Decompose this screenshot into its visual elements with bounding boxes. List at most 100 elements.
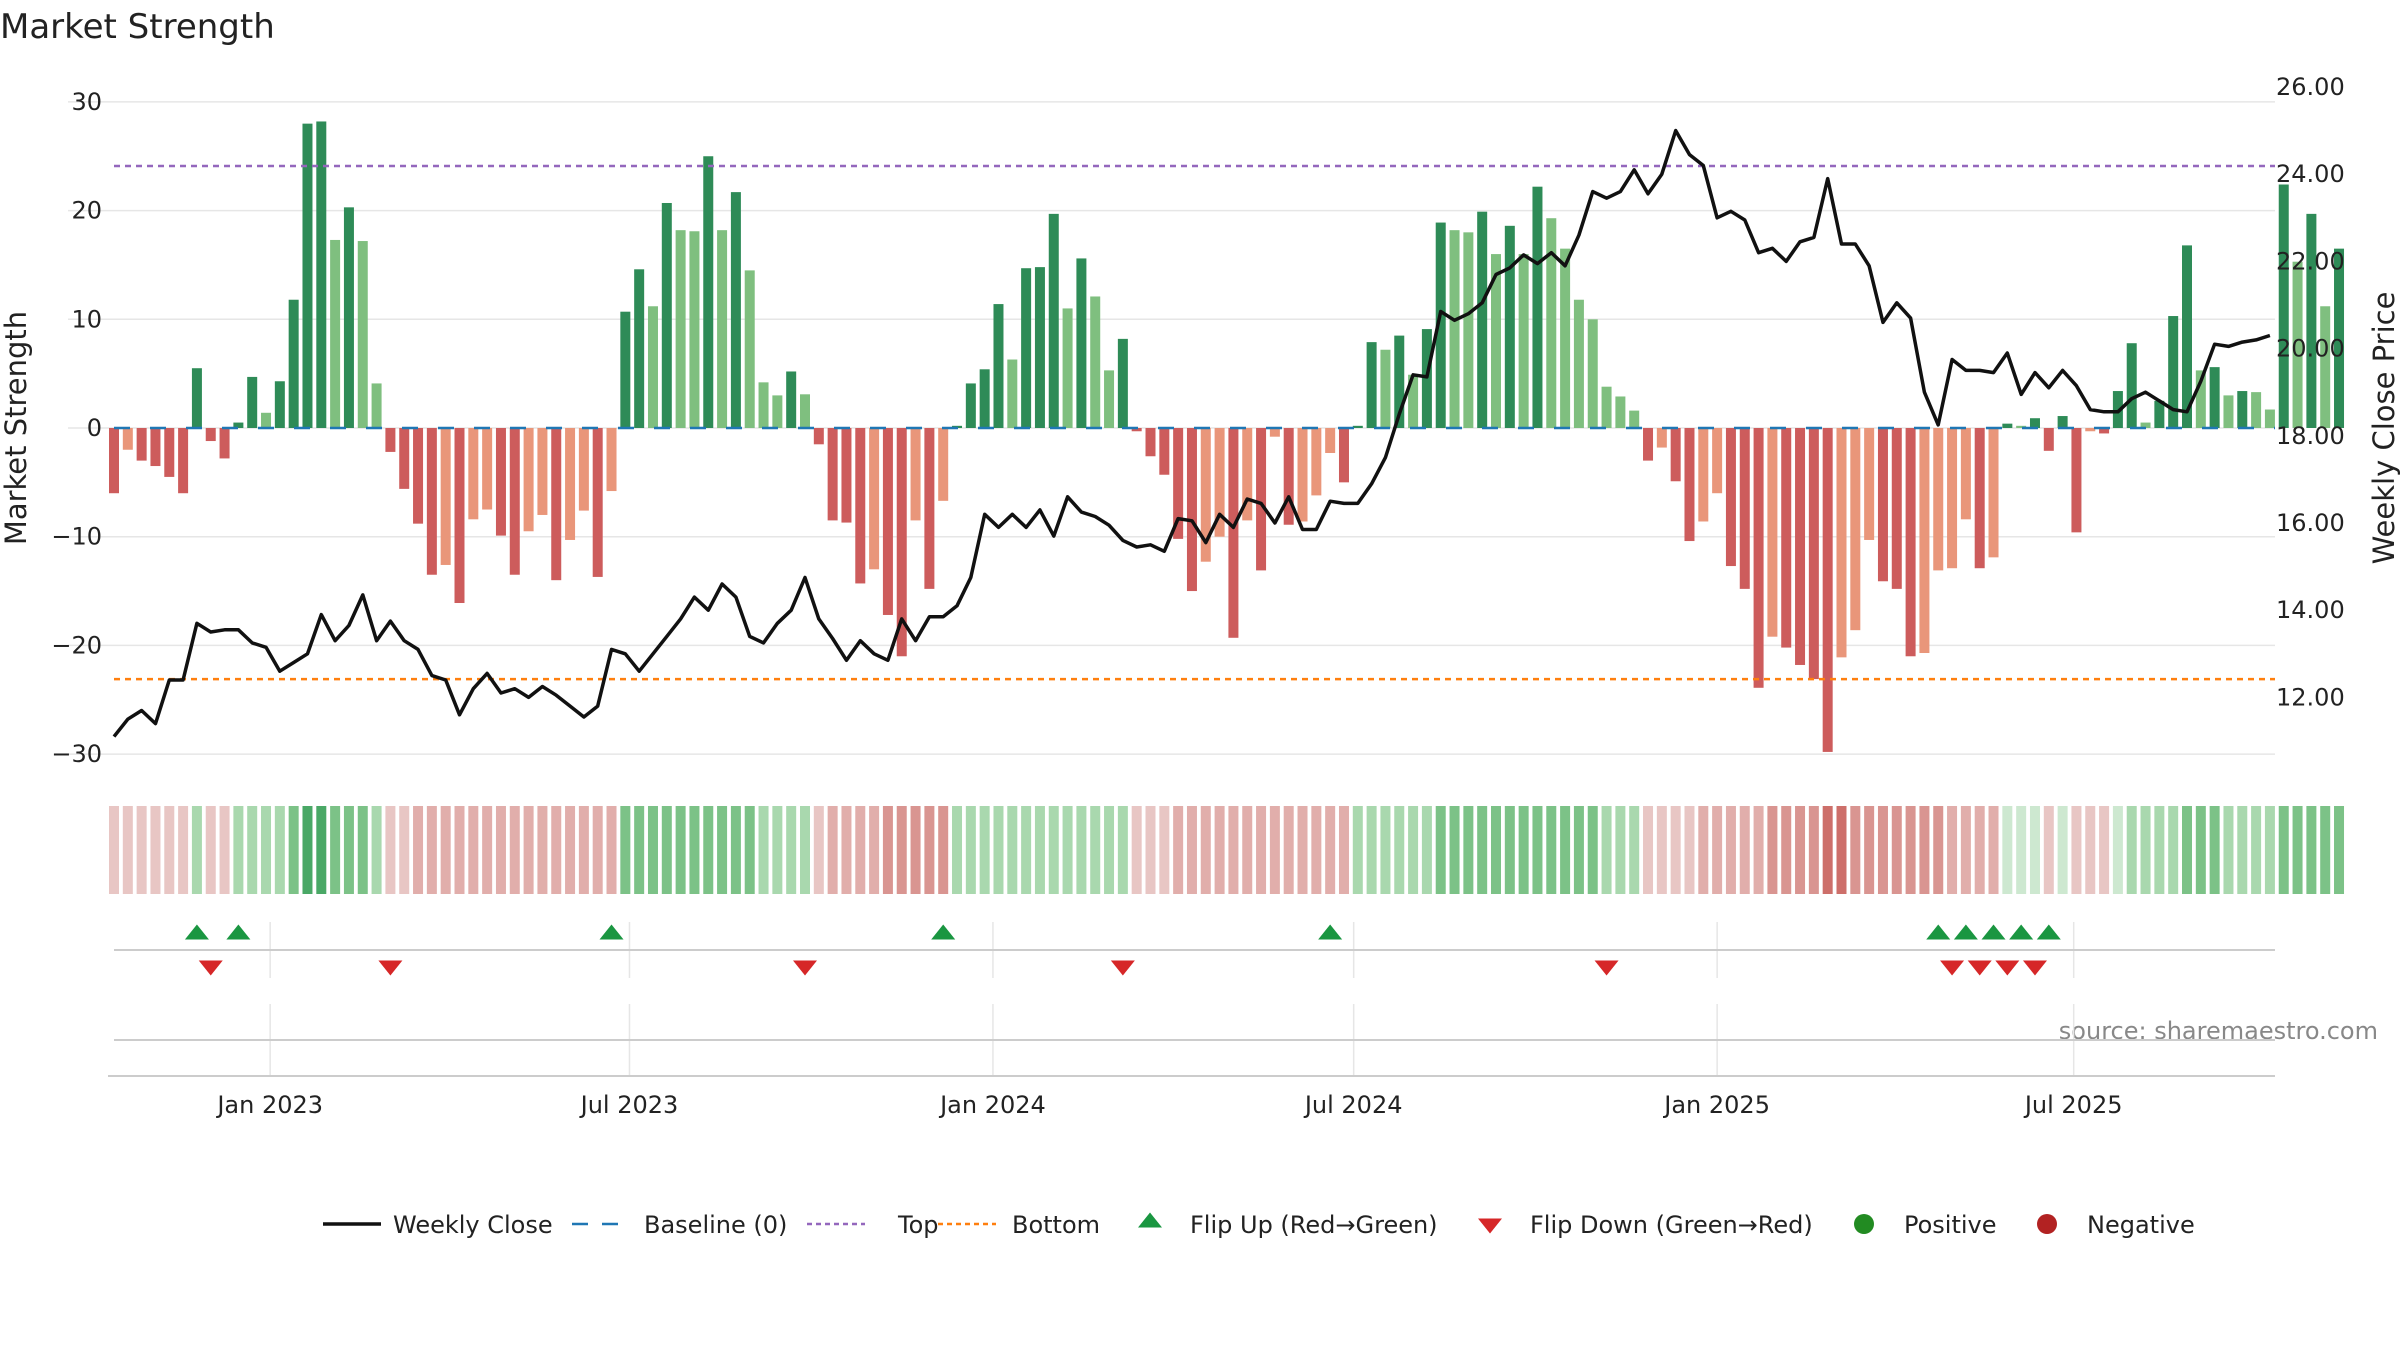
regime-cell bbox=[772, 806, 783, 894]
strength-bar bbox=[1159, 428, 1170, 475]
regime-cell bbox=[191, 806, 202, 894]
regime-cell bbox=[1366, 806, 1377, 894]
regime-cell bbox=[786, 806, 797, 894]
regime-cell bbox=[1960, 806, 1971, 894]
strength-bar bbox=[2099, 428, 2110, 434]
strength-bar bbox=[965, 383, 976, 428]
regime-cell bbox=[2334, 806, 2345, 894]
regime-cell bbox=[1449, 806, 1460, 894]
strength-bar bbox=[426, 428, 437, 575]
strength-bar bbox=[1684, 428, 1695, 542]
regime-cell bbox=[316, 806, 327, 894]
strength-bar bbox=[468, 428, 479, 520]
strength-bar bbox=[1504, 225, 1515, 428]
regime-cell bbox=[896, 806, 907, 894]
regime-cell bbox=[1615, 806, 1626, 894]
regime-cell bbox=[233, 806, 244, 894]
flip-up-marker bbox=[931, 924, 956, 940]
flip-down-marker bbox=[198, 960, 223, 976]
regime-cell bbox=[1891, 806, 1902, 894]
strength-bar bbox=[1449, 230, 1460, 428]
right-tick-label: 18.00 bbox=[2276, 422, 2345, 450]
strength-bar bbox=[1698, 428, 1709, 522]
strength-bar bbox=[219, 428, 230, 459]
regime-cell bbox=[2209, 806, 2220, 894]
strength-bar bbox=[772, 395, 783, 428]
regime-cell bbox=[2099, 806, 2110, 894]
regime-cell bbox=[592, 806, 603, 894]
regime-cell bbox=[1864, 806, 1875, 894]
strength-bar bbox=[2043, 428, 2054, 451]
strength-bar bbox=[357, 241, 368, 428]
regime-cell bbox=[661, 806, 672, 894]
strength-bar bbox=[1615, 396, 1626, 428]
regime-cell bbox=[274, 806, 285, 894]
regime-cell bbox=[855, 806, 866, 894]
regime-cell bbox=[495, 806, 506, 894]
regime-cell bbox=[178, 806, 189, 894]
regime-cell bbox=[385, 806, 396, 894]
regime-cell bbox=[1463, 806, 1474, 894]
regime-cell bbox=[1629, 806, 1640, 894]
x-tick-label: Jan 2023 bbox=[215, 1091, 323, 1119]
strength-bar bbox=[1767, 428, 1778, 637]
regime-cell bbox=[2292, 806, 2303, 894]
strength-bar bbox=[1366, 342, 1377, 428]
strength-bar bbox=[2085, 428, 2096, 432]
regime-cell bbox=[1822, 806, 1833, 894]
strength-bar bbox=[1463, 232, 1474, 428]
strength-bar bbox=[1864, 428, 1875, 540]
strength-bar bbox=[1380, 349, 1391, 428]
regime-cell bbox=[2195, 806, 2206, 894]
regime-cell bbox=[2085, 806, 2096, 894]
strength-bar bbox=[109, 428, 119, 494]
regime-cell bbox=[288, 806, 299, 894]
strength-bar bbox=[1435, 222, 1446, 428]
strength-bar bbox=[2264, 409, 2275, 428]
regime-cell bbox=[122, 806, 133, 894]
regime-cell bbox=[924, 806, 935, 894]
regime-cell bbox=[952, 806, 963, 894]
regime-cell bbox=[1283, 806, 1294, 894]
left-axis-title: Market Strength bbox=[0, 311, 33, 545]
regime-cell bbox=[1048, 806, 1059, 894]
left-tick-label: 0 bbox=[87, 414, 102, 442]
strength-bar bbox=[2278, 184, 2289, 428]
flip-down-marker bbox=[1967, 960, 1992, 976]
strength-bar bbox=[2071, 428, 2082, 533]
strength-bar bbox=[2140, 422, 2151, 428]
strength-bar bbox=[1739, 428, 1750, 589]
strength-bar bbox=[1656, 428, 1667, 448]
regime-cell bbox=[1269, 806, 1280, 894]
regime-cell bbox=[1656, 806, 1667, 894]
regime-cell bbox=[2320, 806, 2331, 894]
regime-cell bbox=[2154, 806, 2165, 894]
strength-bar bbox=[647, 306, 658, 428]
strength-bar bbox=[1297, 428, 1308, 522]
regime-cell bbox=[1560, 806, 1571, 894]
legend: Weekly Close Baseline (0) Top Bottom Flip Up… bbox=[323, 1211, 2195, 1239]
left-tick-label: −30 bbox=[51, 740, 102, 768]
flip-down-marker bbox=[1940, 960, 1965, 976]
strength-bar bbox=[1629, 410, 1640, 428]
x-tick-label: Jul 2023 bbox=[579, 1091, 679, 1119]
regime-cell bbox=[2002, 806, 2013, 894]
strength-bar bbox=[371, 383, 382, 428]
flip-up-marker bbox=[184, 924, 209, 940]
regime-cell bbox=[620, 806, 631, 894]
regime-cell bbox=[606, 806, 617, 894]
right-tick-label: 12.00 bbox=[2276, 683, 2345, 711]
flip-up-marker bbox=[1953, 924, 1978, 940]
legend-label-flip-down: Flip Down (Green→Red) bbox=[1530, 1211, 1813, 1239]
regime-cell bbox=[1117, 806, 1128, 894]
regime-cell bbox=[1670, 806, 1681, 894]
strength-bar bbox=[2209, 367, 2220, 428]
regime-cell bbox=[150, 806, 161, 894]
regime-cell bbox=[1021, 806, 1032, 894]
regime-cell bbox=[399, 806, 410, 894]
strength-bar bbox=[1311, 428, 1322, 496]
strength-bar bbox=[2251, 392, 2262, 428]
regime-cell bbox=[1877, 806, 1888, 894]
regime-cell bbox=[219, 806, 230, 894]
flip-down-marker bbox=[1110, 960, 1135, 976]
